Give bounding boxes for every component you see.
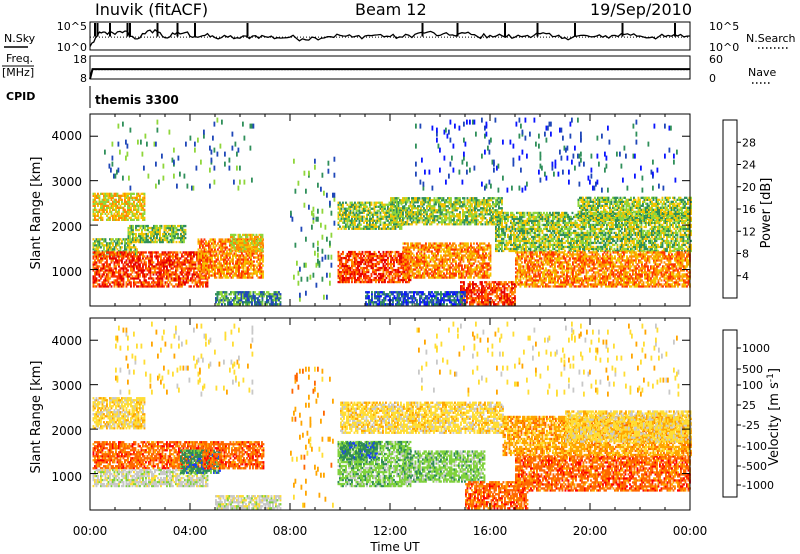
freq-left-label: Freq. bbox=[6, 52, 33, 65]
velocity-panel-cells bbox=[93, 322, 692, 510]
velocity-panel-blob-16 bbox=[417, 322, 680, 397]
power-ytick-2000: 2000 bbox=[51, 220, 82, 234]
power-ytick-4000: 4000 bbox=[51, 129, 82, 143]
power-cb-tick-8: 8 bbox=[742, 248, 749, 261]
velocity-panel-blob-5 bbox=[215, 495, 281, 509]
velocity-cb-tick-3: 25 bbox=[742, 399, 756, 412]
velocity-panel-blob-11 bbox=[515, 455, 691, 491]
power-panel-blob-11 bbox=[460, 281, 516, 305]
noise-right-tick-top: 10^5 bbox=[709, 20, 739, 33]
power-cb-tick-4: 4 bbox=[742, 270, 749, 283]
cpid-label: CPID bbox=[6, 90, 35, 103]
velocity-ytick-2000: 2000 bbox=[51, 424, 82, 438]
freq-right-tick-bottom: 0 bbox=[709, 72, 716, 85]
noise-left-tick-top: 10^5 bbox=[57, 20, 87, 33]
freq-left-unit: [MHz] bbox=[2, 66, 34, 79]
velocity-panel-blob-15 bbox=[290, 367, 334, 508]
velocity-ylabel: Slant Range [km] bbox=[29, 361, 44, 474]
velocity-cb-tick-6: -500 bbox=[742, 460, 767, 473]
power-panel-blob-6 bbox=[215, 291, 281, 305]
power-panel-blob-13 bbox=[515, 251, 691, 287]
velocity-cb-tick-7: -1000 bbox=[742, 479, 774, 492]
power-panel-blob-0 bbox=[93, 193, 146, 221]
x-tick-2: 08:00 bbox=[273, 524, 308, 538]
power-ytick-1000: 1000 bbox=[51, 265, 82, 279]
frequency-line bbox=[90, 69, 690, 79]
power-cb-tick-20: 20 bbox=[742, 181, 756, 194]
power-ylabel: Slant Range [km] bbox=[29, 157, 44, 270]
velocity-cb-tick-0: 1000 bbox=[742, 342, 770, 355]
power-colorbar-frame bbox=[723, 120, 737, 298]
power-panel-blob-5 bbox=[230, 234, 263, 252]
power-panel-cells bbox=[93, 118, 692, 306]
velocity-cb-tick-2: 100 bbox=[742, 379, 763, 392]
power-ytick-3000: 3000 bbox=[51, 175, 82, 189]
x-tick-0: 00:00 bbox=[73, 524, 108, 538]
velocity-colorbar-label: Velocity [m s-1] bbox=[766, 368, 782, 466]
velocity-cb-label-main: Velocity [m s bbox=[767, 382, 782, 466]
velocity-panel-blob-4 bbox=[203, 441, 265, 469]
power-panel-blob-14 bbox=[578, 197, 692, 221]
velocity-ytick-4000: 4000 bbox=[51, 334, 82, 348]
velocity-cb-tick-5: -100 bbox=[742, 440, 767, 453]
power-colorbar-label: Power [dB] bbox=[759, 178, 774, 249]
power-cb-tick-12: 12 bbox=[742, 225, 756, 238]
x-tick-3: 12:00 bbox=[373, 524, 408, 538]
frequency-panel-frame bbox=[90, 56, 690, 79]
velocity-ytick-1000: 1000 bbox=[51, 470, 82, 484]
freq-left-tick-bottom: 8 bbox=[80, 72, 87, 85]
nave-label: Nave bbox=[748, 66, 776, 79]
power-panel-blob-18 bbox=[415, 118, 678, 193]
velocity-ytick-3000: 3000 bbox=[51, 379, 82, 393]
x-tick-4: 16:00 bbox=[473, 524, 508, 538]
noise-right-label: N.Search bbox=[746, 32, 796, 45]
x-tick-6: 00:00 bbox=[673, 524, 708, 538]
velocity-cb-label-end: ] bbox=[767, 368, 782, 373]
velocity-cb-tick-1: 500 bbox=[742, 363, 763, 376]
noise-sky-line bbox=[90, 30, 690, 47]
velocity-panel-blob-0 bbox=[93, 397, 146, 429]
velocity-panel-blob-9 bbox=[340, 402, 504, 434]
power-cb-tick-28: 28 bbox=[742, 136, 756, 149]
x-tick-5: 20:00 bbox=[573, 524, 608, 538]
velocity-cb-label-sup: -1 bbox=[766, 373, 776, 382]
velocity-cb-tick-4: -25 bbox=[742, 419, 760, 432]
power-panel-blob-17 bbox=[290, 157, 335, 302]
power-panel-blob-7 bbox=[338, 251, 412, 283]
power-panel-blob-16 bbox=[104, 118, 254, 191]
freq-left-tick-top: 18 bbox=[73, 53, 87, 66]
x-tick-1: 04:00 bbox=[173, 524, 208, 538]
power-panel-blob-10 bbox=[390, 197, 503, 225]
power-cb-tick-24: 24 bbox=[742, 159, 756, 172]
velocity-colorbar-frame bbox=[723, 330, 737, 497]
cpid-value: themis 3300 bbox=[95, 93, 179, 107]
power-panel-blob-9 bbox=[403, 242, 492, 278]
noise-left-label: N.Sky bbox=[4, 32, 36, 45]
power-cb-tick-16: 16 bbox=[742, 203, 756, 216]
velocity-panel-blob-14 bbox=[115, 322, 253, 397]
freq-right-tick-top: 60 bbox=[709, 53, 723, 66]
power-panel-blob-2 bbox=[93, 251, 209, 287]
velocity-panel-blob-7 bbox=[403, 450, 486, 482]
power-panel-blob-3 bbox=[128, 225, 187, 243]
x-axis-label: Time UT bbox=[369, 540, 420, 554]
